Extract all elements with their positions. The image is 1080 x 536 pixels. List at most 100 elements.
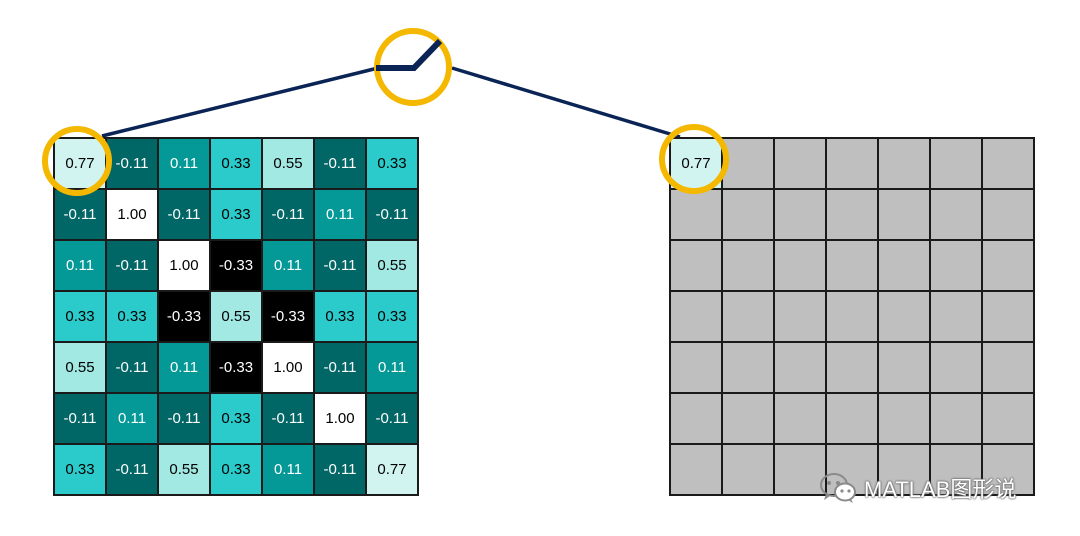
grid-cell <box>878 342 930 393</box>
input-feature-map: 0.77 -0.11 0.11 0.33 0.55 -0.11 0.33 -0.11 1.00-… <box>53 137 419 496</box>
grid-cell <box>878 444 930 495</box>
grid-cell: 0.11 <box>158 342 210 393</box>
wechat-icon <box>818 472 858 504</box>
grid-cell <box>878 240 930 291</box>
grid-cell: -0.11 <box>106 138 158 189</box>
grid-cell <box>982 342 1034 393</box>
grid-cell <box>826 393 878 444</box>
grid-cell: 0.11 <box>54 240 106 291</box>
grid-cell: 0.55 <box>366 240 418 291</box>
grid-cell: -0.11 <box>314 138 366 189</box>
grid-cell: 0.11 <box>158 138 210 189</box>
grid-cell: -0.11 <box>54 189 106 240</box>
grid-cell <box>930 342 982 393</box>
grid-cell: -0.33 <box>158 291 210 342</box>
grid-cell: 0.77 <box>54 138 106 189</box>
grid-cell <box>878 393 930 444</box>
grid-cell <box>774 393 826 444</box>
grid-cell: 0.11 <box>262 240 314 291</box>
grid-cell <box>878 189 930 240</box>
grid-cell <box>670 291 722 342</box>
grid-cell <box>826 138 878 189</box>
grid-cell: -0.11 <box>366 189 418 240</box>
grid-cell <box>826 342 878 393</box>
grid-cell: -0.11 <box>54 393 106 444</box>
output-cell-highlight-ring <box>659 124 729 194</box>
grid-cell: 0.77 <box>366 444 418 495</box>
grid-cell <box>930 189 982 240</box>
grid-cell: 1.00 <box>106 189 158 240</box>
grid-cell: 0.55 <box>54 342 106 393</box>
grid-cell <box>722 138 774 189</box>
grid-cell: -0.11 <box>314 240 366 291</box>
grid-cell <box>670 240 722 291</box>
connector-line-right <box>451 66 681 139</box>
grid-cell: -0.33 <box>210 240 262 291</box>
grid-cell: 0.33 <box>210 138 262 189</box>
grid-cell <box>826 189 878 240</box>
grid-cell: -0.11 <box>366 393 418 444</box>
grid-cell <box>826 291 878 342</box>
grid-cell <box>930 240 982 291</box>
grid-cell: 0.33 <box>314 291 366 342</box>
grid-cell <box>774 444 826 495</box>
grid-cell: 1.00 <box>158 240 210 291</box>
grid-cell <box>982 138 1034 189</box>
grid-cell <box>930 138 982 189</box>
grid-cell: 0.11 <box>106 393 158 444</box>
input-cell-highlight-ring <box>42 126 112 196</box>
grid-cell: -0.11 <box>158 189 210 240</box>
grid-cell: 0.33 <box>210 444 262 495</box>
grid-cell: -0.11 <box>262 393 314 444</box>
grid-cell <box>982 291 1034 342</box>
grid-cell <box>670 393 722 444</box>
grid-cell: 0.33 <box>54 291 106 342</box>
grid-cell: 0.11 <box>366 342 418 393</box>
grid-cell: 0.11 <box>314 189 366 240</box>
grid-cell: 1.00 <box>314 393 366 444</box>
grid-cell: 0.33 <box>106 291 158 342</box>
watermark-text: MATLAB图形说 <box>864 477 1017 502</box>
grid-cell <box>722 291 774 342</box>
grid-cell: -0.11 <box>262 189 314 240</box>
grid-cell: -0.11 <box>106 342 158 393</box>
grid-cell <box>878 138 930 189</box>
grid-cell <box>930 291 982 342</box>
grid-cell: 0.33 <box>366 138 418 189</box>
grid-cell <box>982 393 1034 444</box>
grid-cell: 0.33 <box>366 291 418 342</box>
grid-cell: -0.11 <box>314 342 366 393</box>
grid-cell <box>982 189 1034 240</box>
grid-cell <box>774 138 826 189</box>
grid-cell: -0.33 <box>210 342 262 393</box>
grid-cell: 1.00 <box>262 342 314 393</box>
grid-cell: -0.11 <box>158 393 210 444</box>
grid-cell <box>722 393 774 444</box>
output-feature-map: 0.77 <box>669 137 1035 496</box>
grid-cell: 0.55 <box>158 444 210 495</box>
grid-cell <box>722 342 774 393</box>
grid-cell <box>670 342 722 393</box>
grid-cell: -0.11 <box>106 444 158 495</box>
watermark: MATLAB图形说 <box>818 472 1016 504</box>
grid-cell: 0.11 <box>262 444 314 495</box>
grid-cell: -0.11 <box>314 444 366 495</box>
grid-cell: 0.33 <box>210 189 262 240</box>
grid-cell <box>722 240 774 291</box>
grid-cell <box>878 291 930 342</box>
grid-cell <box>826 240 878 291</box>
grid-cell <box>722 189 774 240</box>
grid-cell: -0.11 <box>106 240 158 291</box>
grid-cell: 0.33 <box>54 444 106 495</box>
grid-cell: -0.33 <box>262 291 314 342</box>
connector-line-left <box>101 66 379 138</box>
grid-cell: 0.33 <box>210 393 262 444</box>
grid-cell: 0.77 <box>670 138 722 189</box>
grid-cell: 0.55 <box>210 291 262 342</box>
grid-cell <box>722 444 774 495</box>
grid-cell <box>774 342 826 393</box>
grid-cell <box>930 444 982 495</box>
grid-cell <box>774 240 826 291</box>
